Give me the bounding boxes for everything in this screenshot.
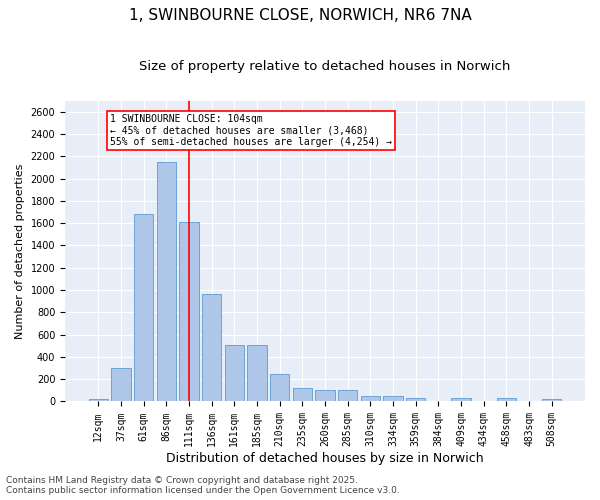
Bar [270, 374, 289, 402]
Bar [497, 398, 516, 402]
Bar [179, 222, 199, 402]
Bar [134, 214, 153, 402]
X-axis label: Distribution of detached houses by size in Norwich: Distribution of detached houses by size … [166, 452, 484, 465]
Bar [361, 396, 380, 402]
Bar [338, 390, 358, 402]
Bar [247, 344, 266, 402]
Bar [383, 396, 403, 402]
Bar [202, 294, 221, 402]
Bar [406, 398, 425, 402]
Bar [451, 398, 470, 402]
Title: Size of property relative to detached houses in Norwich: Size of property relative to detached ho… [139, 60, 511, 73]
Text: 1 SWINBOURNE CLOSE: 104sqm
← 45% of detached houses are smaller (3,468)
55% of s: 1 SWINBOURNE CLOSE: 104sqm ← 45% of deta… [110, 114, 392, 147]
Bar [224, 344, 244, 402]
Text: 1, SWINBOURNE CLOSE, NORWICH, NR6 7NA: 1, SWINBOURNE CLOSE, NORWICH, NR6 7NA [128, 8, 472, 22]
Bar [542, 398, 562, 402]
Y-axis label: Number of detached properties: Number of detached properties [15, 164, 25, 338]
Bar [112, 368, 131, 402]
Text: Contains HM Land Registry data © Crown copyright and database right 2025.
Contai: Contains HM Land Registry data © Crown c… [6, 476, 400, 495]
Bar [293, 388, 312, 402]
Bar [89, 398, 108, 402]
Bar [316, 390, 335, 402]
Bar [157, 162, 176, 402]
